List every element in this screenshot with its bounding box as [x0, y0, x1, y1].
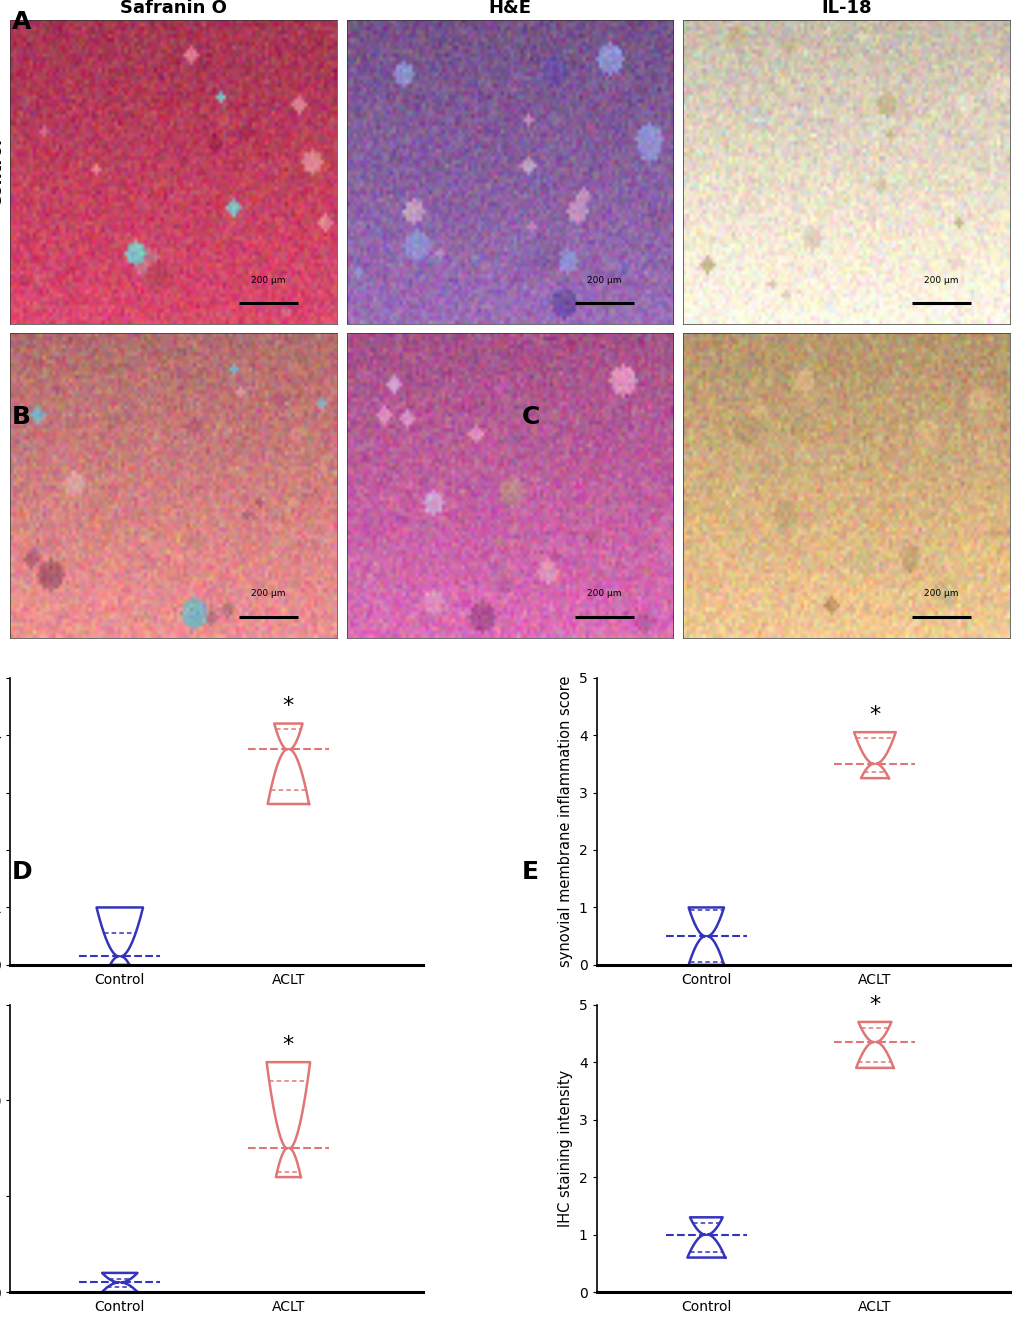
Title: H&E: H&E [488, 0, 531, 17]
Text: A: A [12, 11, 32, 35]
Y-axis label: IHC staining intensity: IHC staining intensity [557, 1070, 573, 1227]
Text: *: * [282, 1035, 293, 1055]
Text: *: * [868, 705, 879, 725]
Text: B: B [12, 405, 32, 429]
Text: 200 μm: 200 μm [587, 589, 622, 598]
Text: 200 μm: 200 μm [251, 589, 285, 598]
Text: 200 μm: 200 μm [923, 276, 958, 285]
Text: 200 μm: 200 μm [587, 276, 622, 285]
Title: IL-18: IL-18 [820, 0, 871, 17]
Text: *: * [868, 995, 879, 1015]
Y-axis label: synovial membrane inflammation score: synovial membrane inflammation score [557, 675, 573, 967]
Text: D: D [12, 860, 33, 884]
Y-axis label: ACLT: ACLT [0, 464, 5, 507]
Title: Safranin O: Safranin O [120, 0, 227, 17]
Text: E: E [522, 860, 539, 884]
Text: 200 μm: 200 μm [251, 276, 285, 285]
Text: C: C [522, 405, 540, 429]
Y-axis label: Control: Control [0, 137, 5, 206]
Text: *: * [282, 697, 293, 717]
Text: 200 μm: 200 μm [923, 589, 958, 598]
